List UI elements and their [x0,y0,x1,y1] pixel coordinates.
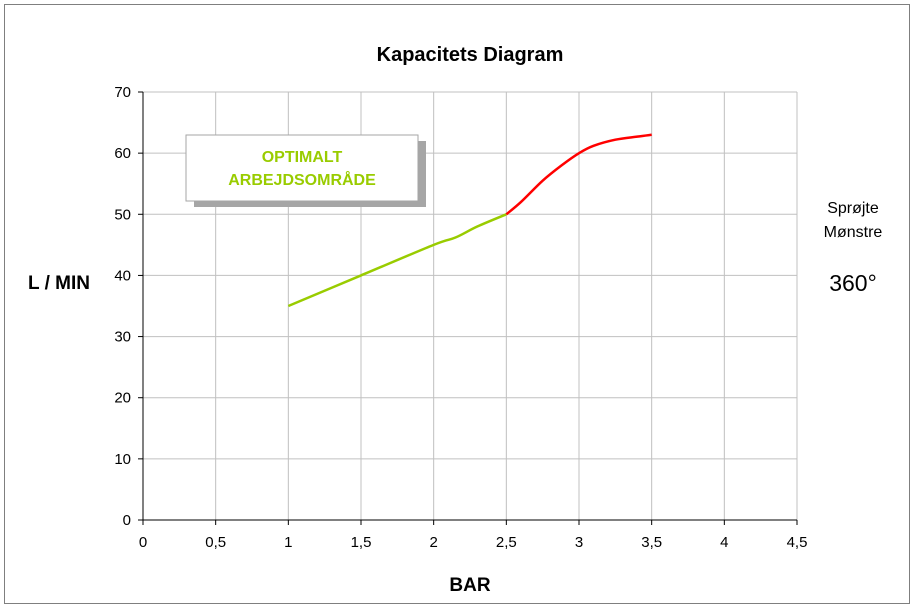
y-tick-label: 50 [114,206,131,223]
grid [143,91,798,520]
x-tick-label: 4,5 [787,534,808,551]
x-axis-label: BAR [449,575,490,596]
annotation-line-2: ARBEJDSOMRÅDE [228,170,376,189]
y-tick-label: 10 [114,451,131,468]
x-tick-label: 2 [429,534,437,551]
x-tick-label: 0,5 [205,534,226,551]
side-label-line-1: Sprøjte [827,200,879,217]
y-tick-label: 40 [114,267,131,284]
series-line-2 [505,133,652,216]
annotation-line-1: OPTIMALT [262,149,343,166]
side-label-line-2: Mønstre [824,224,883,241]
x-tick-label: 0 [139,534,147,551]
chart-title: Kapacitets Diagram [377,44,564,66]
y-tick-label: 70 [114,84,131,101]
annotation-box: OPTIMALT ARBEJDSOMRÅDE [185,134,426,207]
x-tick-label: 1,5 [351,534,372,551]
x-tick-label: 3,5 [641,534,662,551]
chart-frame: Kapacitets Diagram 0 0,5 1 1,5 2 2,5 3 3,5 4 4,5 0… [4,4,910,604]
axes [138,91,798,525]
y-tick-label: 20 [114,390,131,407]
y-tick-label: 60 [114,145,131,162]
y-tick-label: 30 [114,329,131,346]
side-label-value: 360° [829,270,877,296]
chart-canvas: Kapacitets Diagram 0 0,5 1 1,5 2 2,5 3 3,5 4 4,50… [28,44,883,596]
y-tick-label: 0 [123,512,131,529]
tick-labels: 0 0,5 1 1,5 2 2,5 3 3,5 4 4,5 0 10 20 30 40 50 60 70 [114,84,807,551]
annotation-background [185,134,419,202]
series [287,133,652,308]
y-axis-label: L / MIN [28,273,90,294]
x-tick-label: 3 [575,534,583,551]
x-tick-label: 2,5 [496,534,517,551]
x-tick-label: 1 [284,534,292,551]
x-tick-label: 4 [720,534,728,551]
series-line-1 [287,213,507,308]
